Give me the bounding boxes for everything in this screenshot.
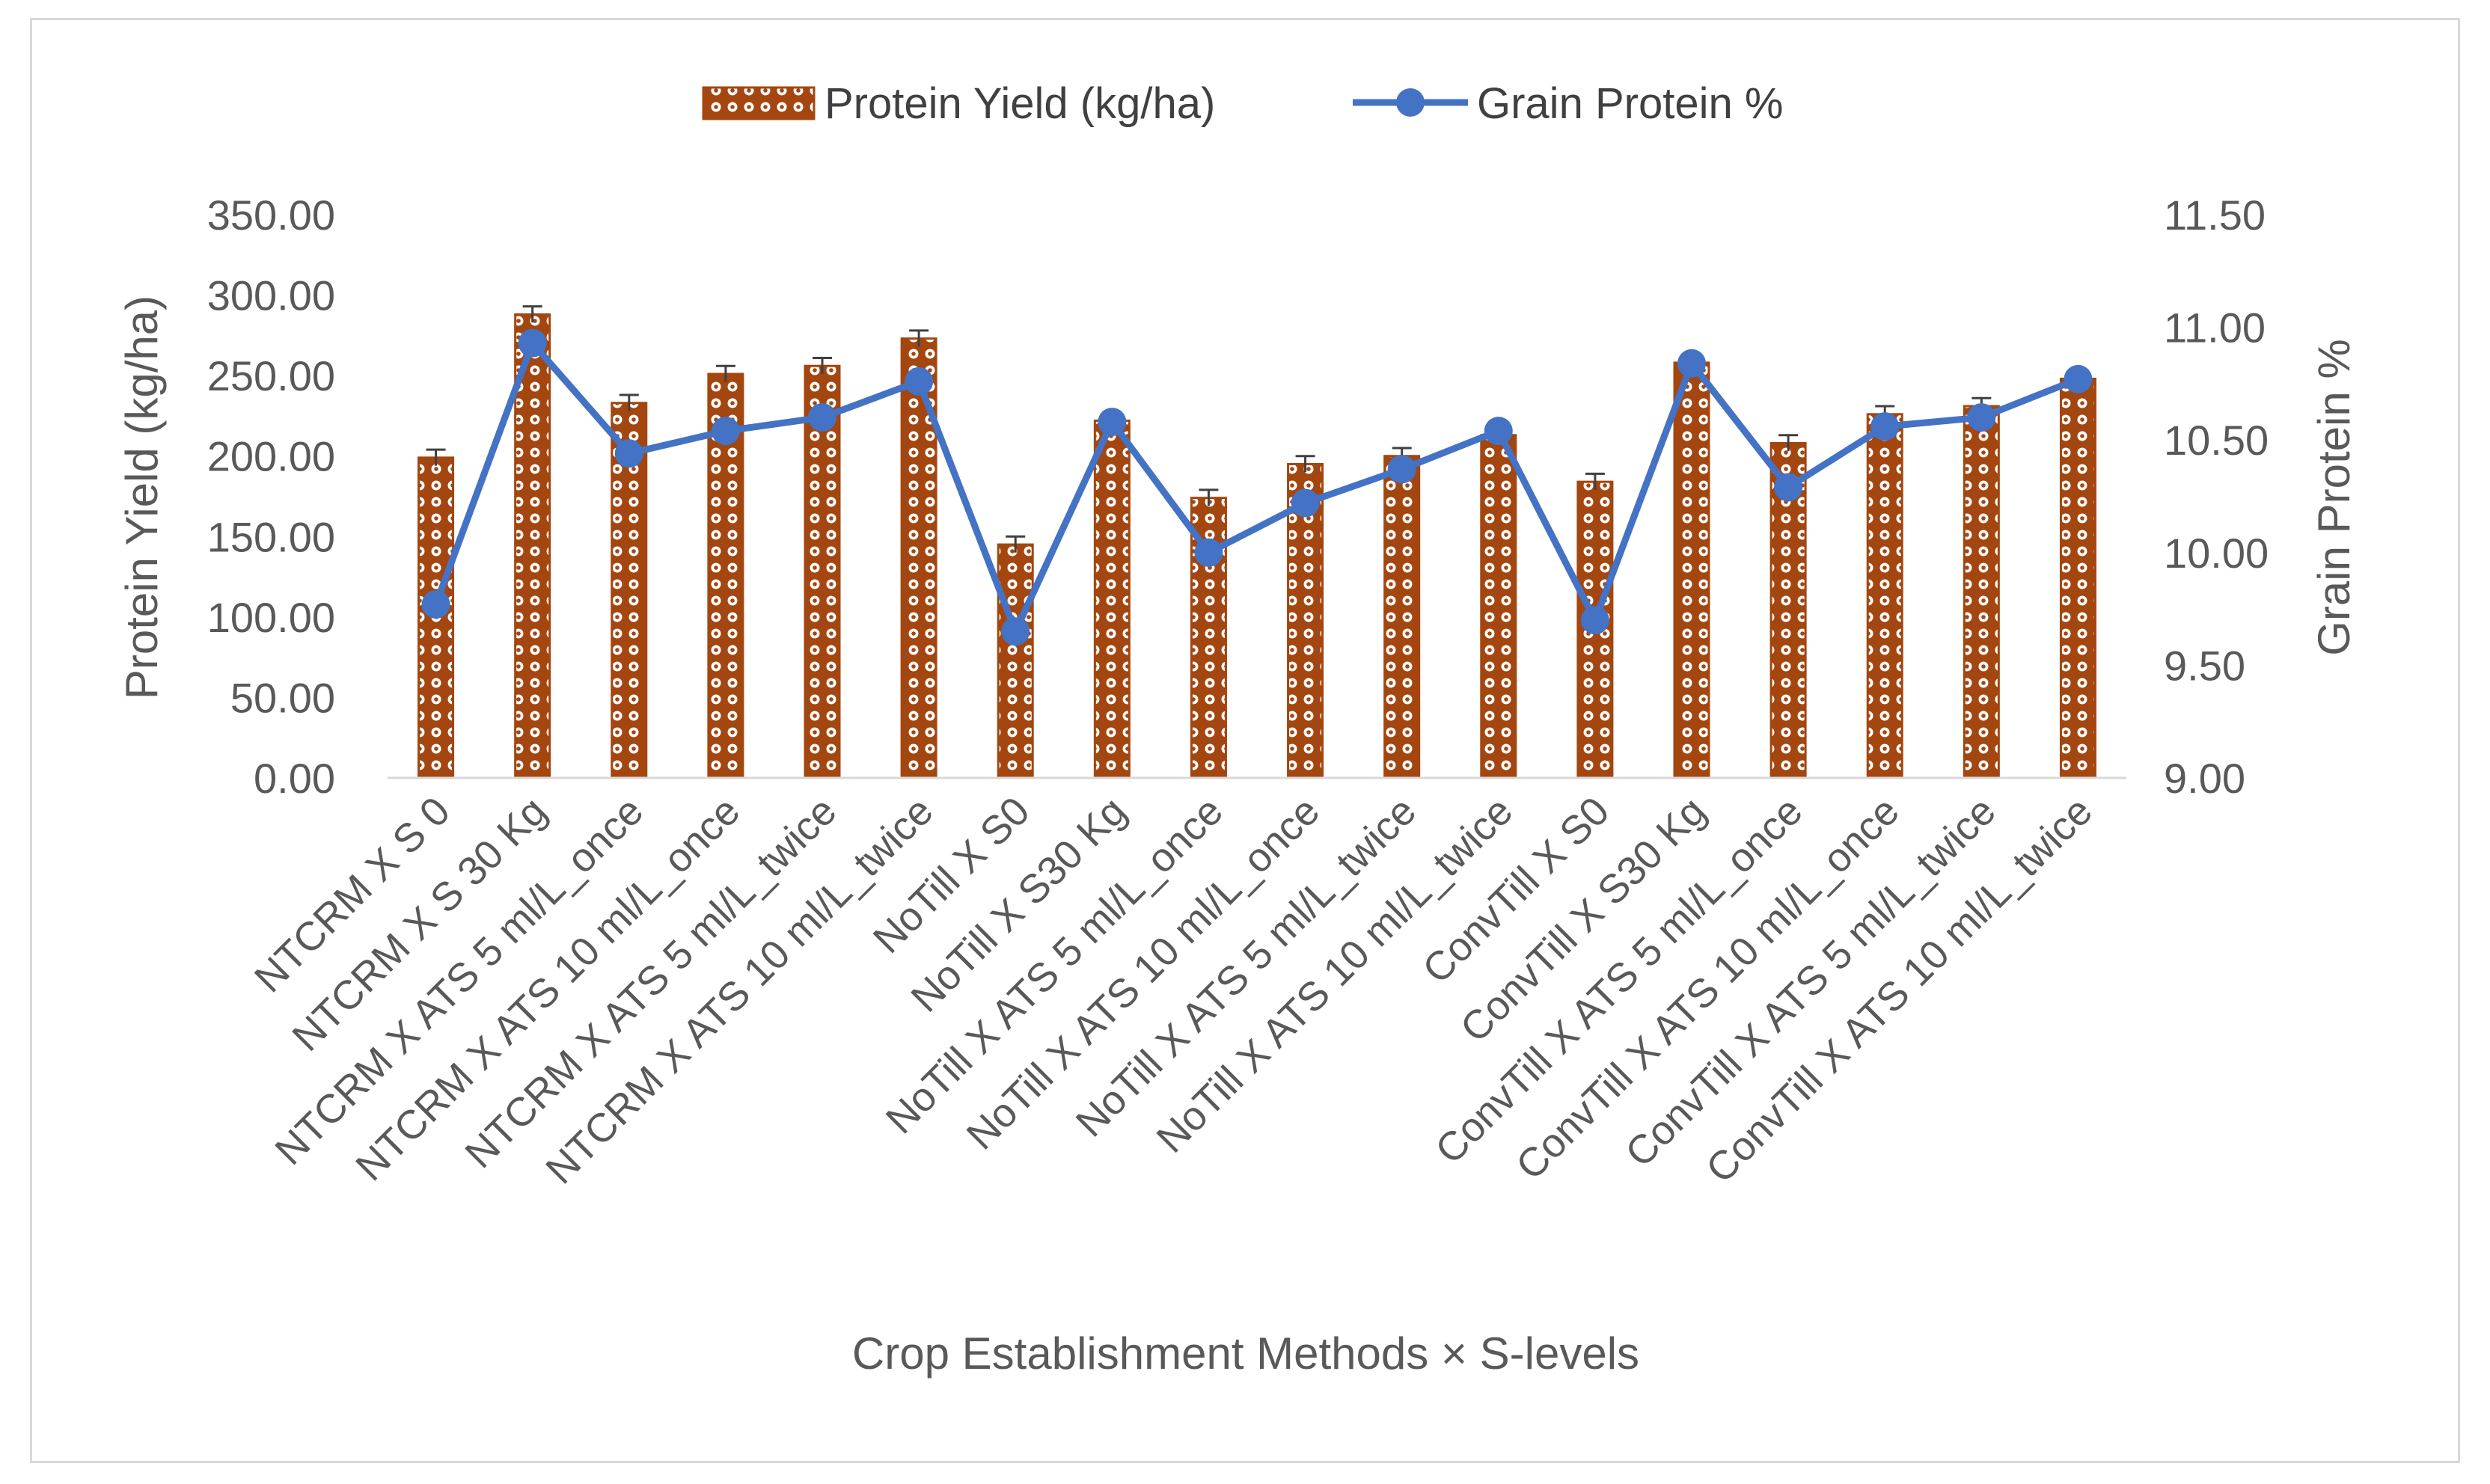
y-tick-label: 300.00: [207, 272, 335, 319]
bar: [1576, 480, 1614, 779]
line-point: [1291, 488, 1320, 518]
bar: [2059, 377, 2096, 779]
y2-tick-label: 11.00: [2164, 304, 2266, 352]
line-point: [1484, 417, 1513, 446]
line-point: [2064, 364, 2093, 393]
y-tick-label: 150.00: [207, 513, 335, 560]
y-tick-label: 350.00: [207, 191, 335, 239]
bar: [1866, 413, 1903, 779]
line-path: [432, 340, 2080, 635]
line-point: [808, 403, 836, 432]
y2-tick-label: 9.00: [2164, 755, 2245, 802]
y-tick-label: 250.00: [207, 352, 335, 399]
bar: [1093, 419, 1131, 779]
bar: [1383, 455, 1421, 779]
bar: [804, 364, 841, 779]
line-point: [1774, 473, 1803, 502]
legend-bar-swatch: [702, 86, 816, 120]
line-point: [614, 439, 643, 468]
line-point: [518, 328, 547, 358]
line-point: [1967, 403, 1996, 432]
x-axis-title: Crop Establishment Methods × S-levels: [852, 1328, 1639, 1379]
legend-line-marker: [1396, 88, 1425, 117]
bar: [1963, 405, 2000, 779]
y-tick-label: 0.00: [254, 755, 335, 802]
y2-axis-title: Grain Protein %: [2309, 339, 2359, 656]
y-tick-label: 50.00: [230, 674, 335, 721]
error-bars: [426, 305, 2088, 553]
line-point: [1001, 617, 1030, 646]
bar: [1673, 361, 1710, 779]
line-point: [1387, 455, 1416, 484]
line-point: [1194, 538, 1223, 567]
bar-series: [417, 313, 2096, 779]
legend-bar-label: Protein Yield (kg/ha): [825, 79, 1215, 128]
line-point: [1098, 408, 1127, 437]
y2-axis-ticks: 9.00 9.50 10.00 10.50 11.00 11.50: [2164, 191, 2269, 802]
y-axis-title: Protein Yield (kg/ha): [117, 295, 167, 699]
bar: [1480, 434, 1517, 779]
y2-tick-label: 9.50: [2164, 642, 2245, 689]
legend: Protein Yield (kg/ha) Grain Protein %: [702, 79, 1783, 128]
y-axis-ticks: 0.00 50.00 100.00 150.00 200.00 250.00 300.00 3…: [207, 191, 335, 802]
line-point: [711, 417, 740, 446]
y2-tick-label: 10.50: [2164, 417, 2269, 464]
line-point: [421, 590, 450, 619]
line-point: [1677, 349, 1706, 378]
y-tick-label: 100.00: [207, 594, 335, 641]
line-point: [1580, 606, 1609, 635]
legend-line-label: Grain Protein %: [1477, 79, 1783, 128]
y2-tick-label: 11.50: [2164, 191, 2266, 239]
line-point: [905, 367, 934, 396]
bar: [997, 543, 1034, 779]
y2-tick-label: 10.00: [2164, 530, 2269, 577]
line-point: [1870, 412, 1900, 441]
y-tick-label: 200.00: [207, 433, 335, 480]
line-series: [421, 328, 2093, 646]
